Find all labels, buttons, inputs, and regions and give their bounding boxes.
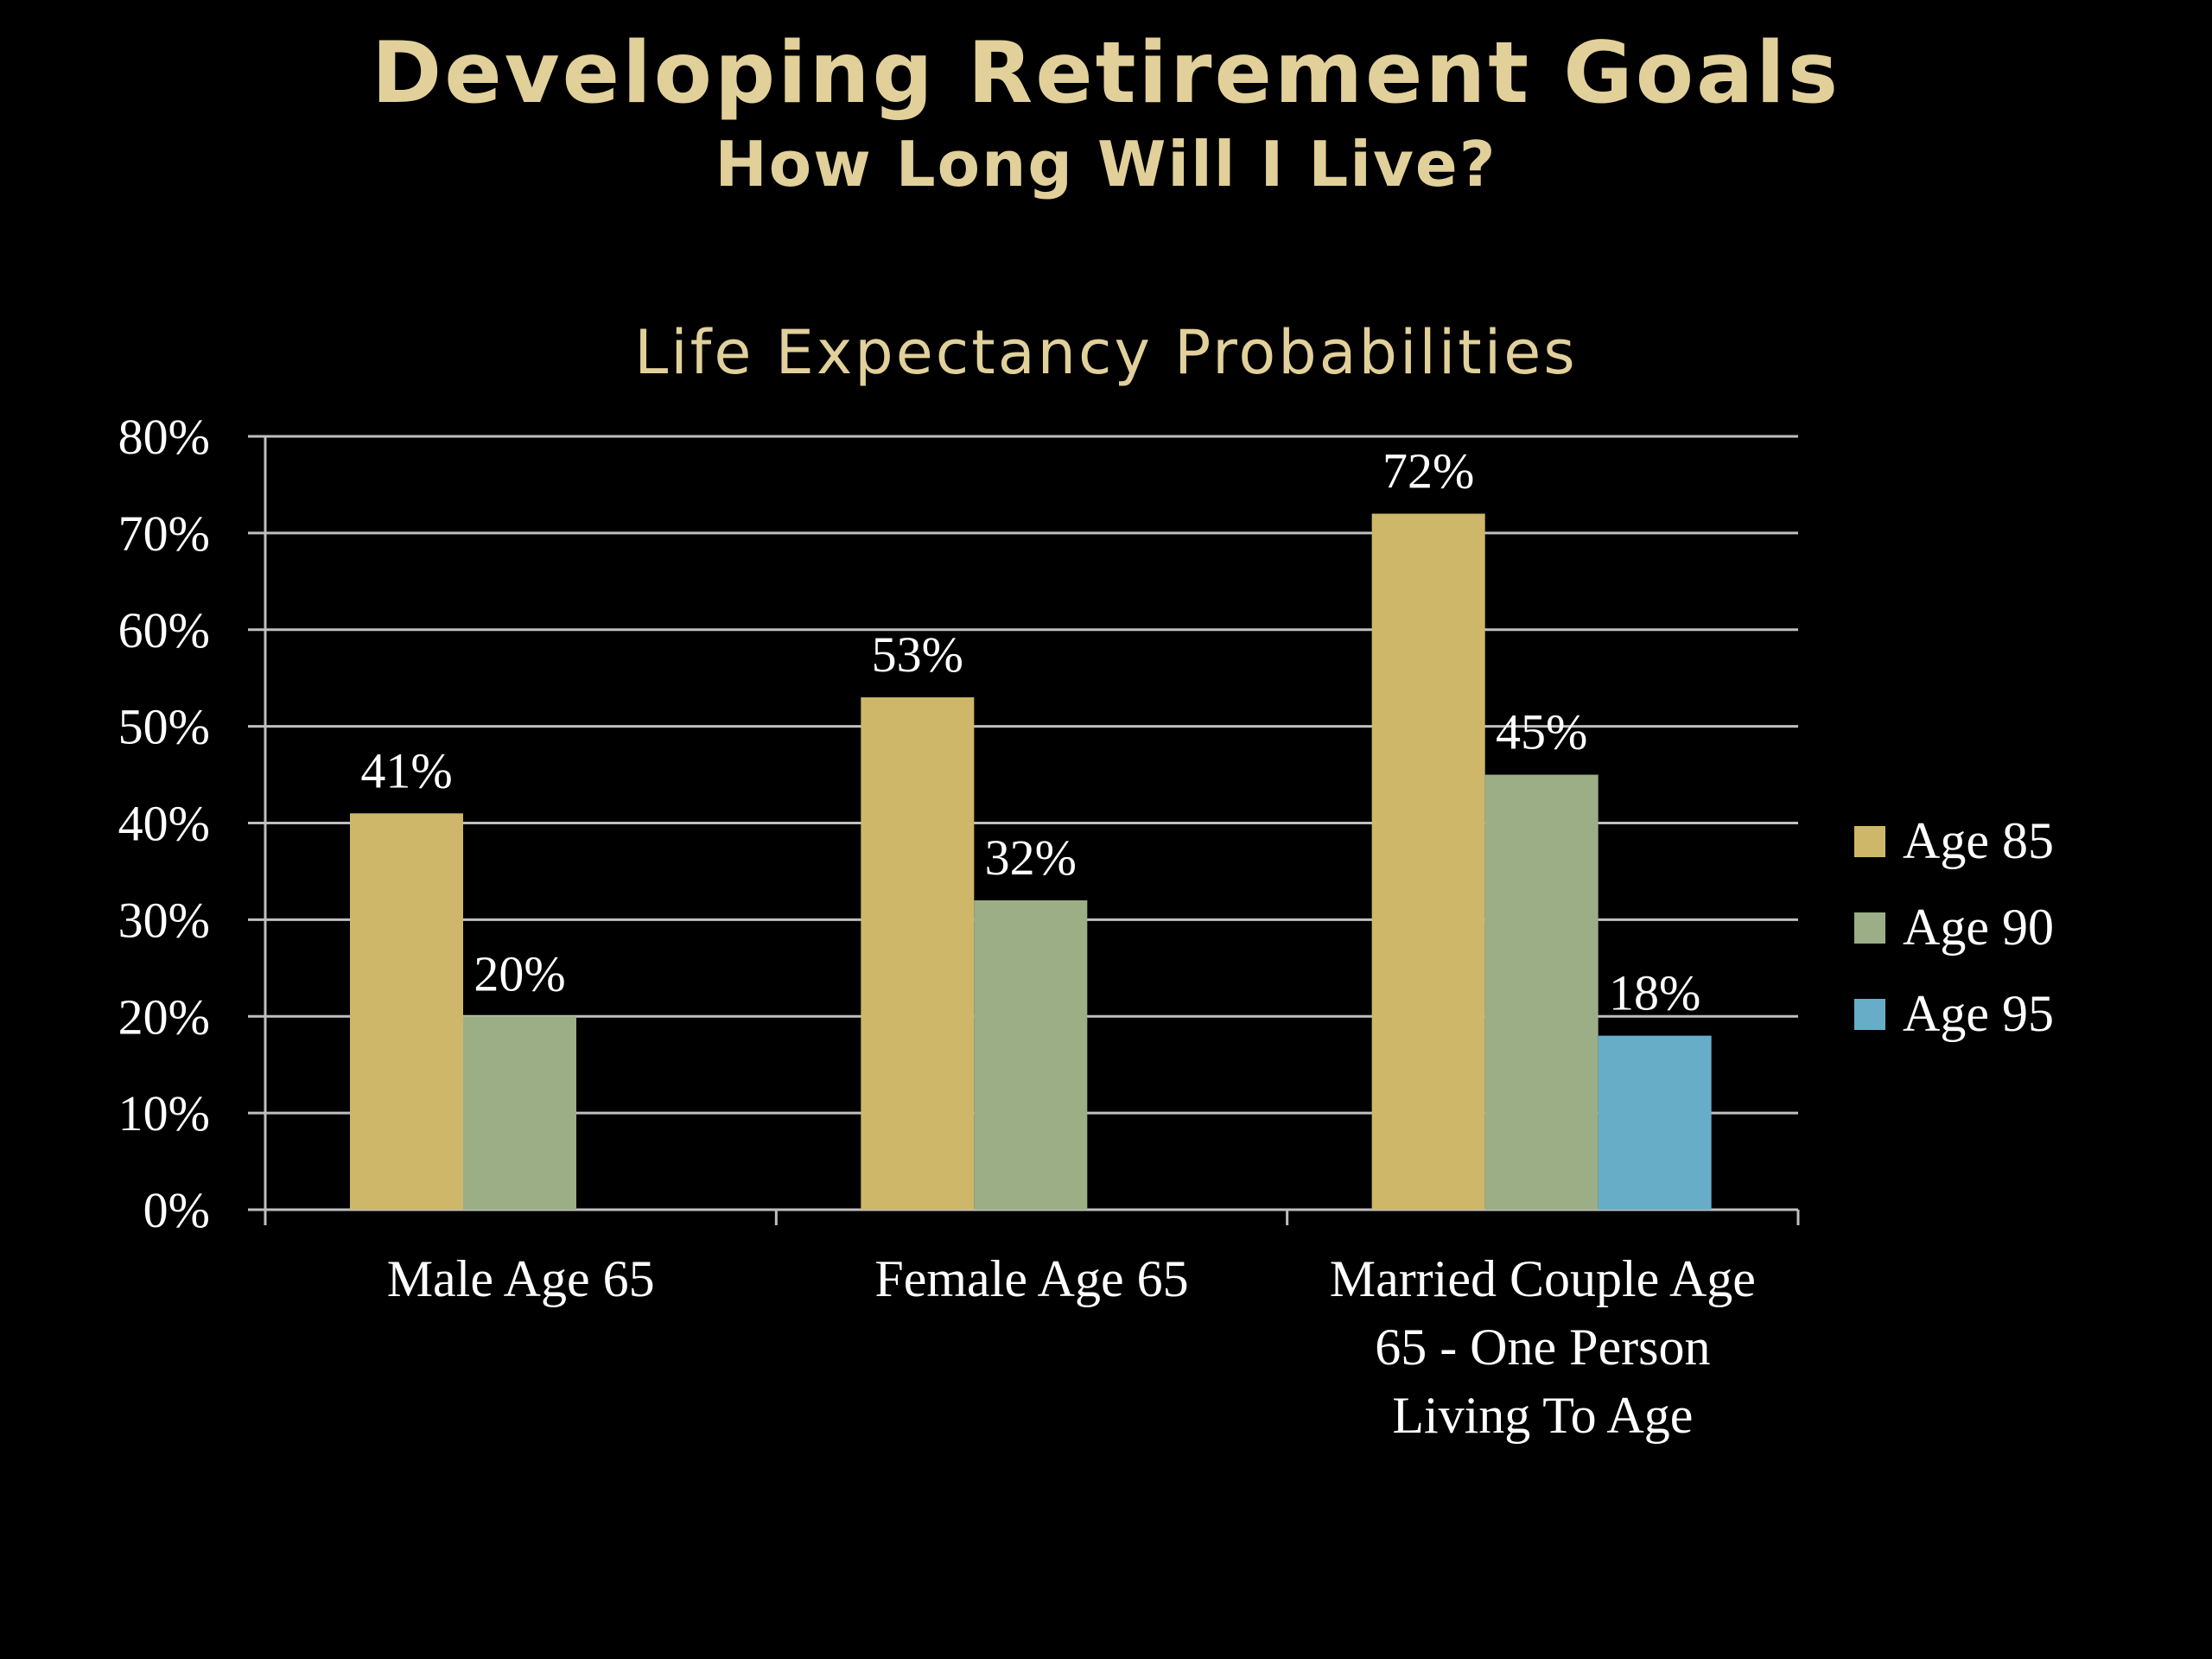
category-label: Female Age 65	[874, 1250, 1188, 1307]
data-label: 20%	[474, 945, 565, 1001]
category-label: Male Age 65	[387, 1250, 655, 1307]
y-tick-label: 40%	[118, 796, 210, 852]
slide-subtitle: How Long Will I Live?	[715, 128, 1497, 200]
y-tick-label: 20%	[118, 988, 210, 1045]
legend-swatch	[1854, 999, 1885, 1030]
data-label: 18%	[1609, 965, 1700, 1021]
data-label: 41%	[360, 742, 452, 798]
legend-swatch	[1854, 826, 1885, 857]
data-label: 72%	[1382, 443, 1474, 499]
legend-label: Age 90	[1903, 899, 2054, 956]
y-tick-label: 10%	[118, 1085, 210, 1141]
bar-age-95	[1598, 1035, 1712, 1210]
bar-age-85	[350, 813, 463, 1210]
chart-title: Life Expectancy Probabilities	[634, 317, 1578, 388]
data-label: 53%	[872, 626, 963, 683]
data-label: 32%	[985, 830, 1077, 886]
y-tick-label: 30%	[118, 892, 210, 948]
slide-title: Developing Retirement Goals	[371, 24, 1841, 123]
legend-swatch	[1854, 912, 1885, 944]
y-tick-label: 60%	[118, 602, 210, 658]
bar-age-85	[1371, 513, 1485, 1210]
y-tick-label: 50%	[118, 699, 210, 755]
bar-age-90	[1484, 774, 1599, 1210]
y-tick-label: 70%	[118, 505, 210, 562]
bar-age-90	[463, 1016, 576, 1210]
legend-label: Age 95	[1903, 985, 2054, 1042]
y-tick-label: 80%	[118, 409, 210, 465]
data-label: 45%	[1496, 704, 1587, 760]
y-tick-label: 0%	[143, 1182, 210, 1238]
category-label: 65 - One Person	[1375, 1319, 1710, 1376]
bar-age-90	[974, 900, 1088, 1210]
legend-label: Age 85	[1903, 812, 2054, 869]
category-label: Living To Age	[1392, 1387, 1693, 1444]
bar-age-85	[861, 697, 975, 1210]
category-label: Married Couple Age	[1330, 1250, 1756, 1307]
